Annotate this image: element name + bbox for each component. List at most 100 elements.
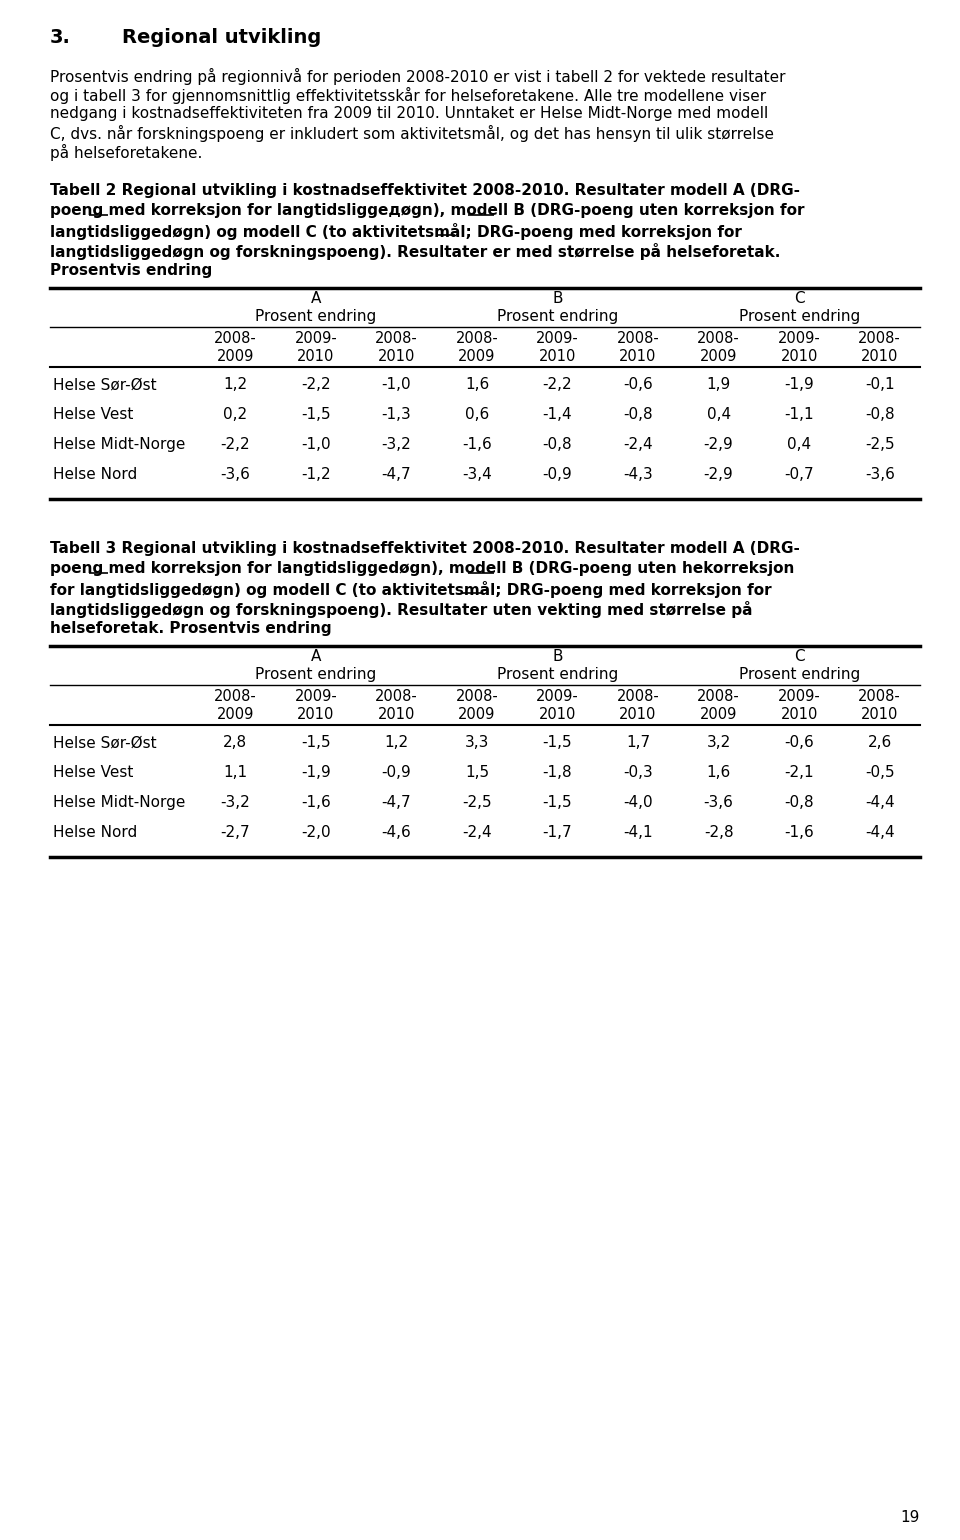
Text: -1,6: -1,6 — [300, 795, 330, 810]
Text: -4,0: -4,0 — [623, 795, 653, 810]
Text: -1,5: -1,5 — [542, 795, 572, 810]
Text: -1,3: -1,3 — [381, 407, 411, 422]
Text: 2008-
2010: 2008- 2010 — [375, 688, 418, 722]
Text: -4,4: -4,4 — [865, 795, 895, 810]
Text: -1,0: -1,0 — [301, 437, 330, 453]
Text: -4,7: -4,7 — [381, 795, 411, 810]
Text: 0,2: 0,2 — [224, 407, 248, 422]
Text: B: B — [552, 291, 563, 306]
Text: -1,5: -1,5 — [301, 735, 330, 750]
Text: Helse Vest: Helse Vest — [53, 765, 133, 779]
Text: 1,7: 1,7 — [626, 735, 650, 750]
Text: Tabell 3 Regional utvikling i kostnadseffektivitet 2008-2010. Resultater modell : Tabell 3 Regional utvikling i kostnadsef… — [50, 541, 800, 556]
Text: 1,5: 1,5 — [465, 765, 489, 779]
Text: Regional utvikling: Regional utvikling — [122, 28, 322, 48]
Text: 1,6: 1,6 — [707, 765, 731, 779]
Text: 2008-
2010: 2008- 2010 — [616, 688, 660, 722]
Text: Prosentvis endring: Prosentvis endring — [50, 263, 212, 279]
Text: -4,7: -4,7 — [381, 467, 411, 482]
Text: -0,8: -0,8 — [623, 407, 653, 422]
Text: -1,9: -1,9 — [300, 765, 330, 779]
Text: 2009-
2010: 2009- 2010 — [536, 688, 579, 722]
Text: -2,4: -2,4 — [462, 825, 492, 839]
Text: 2008-
2010: 2008- 2010 — [858, 688, 901, 722]
Text: -0,6: -0,6 — [784, 735, 814, 750]
Text: -2,5: -2,5 — [462, 795, 492, 810]
Text: -2,2: -2,2 — [542, 377, 572, 393]
Text: -1,0: -1,0 — [381, 377, 411, 393]
Text: A: A — [311, 291, 321, 306]
Text: 2008-
2009: 2008- 2009 — [456, 331, 498, 363]
Text: -3,6: -3,6 — [221, 467, 251, 482]
Text: 2,6: 2,6 — [868, 735, 892, 750]
Text: 0,6: 0,6 — [465, 407, 489, 422]
Text: -2,0: -2,0 — [301, 825, 330, 839]
Text: 2009-
2010: 2009- 2010 — [778, 688, 821, 722]
Text: -2,5: -2,5 — [865, 437, 895, 453]
Text: C: C — [794, 648, 804, 664]
Text: -3,2: -3,2 — [381, 437, 411, 453]
Text: Prosentvis endring på regionnivå for perioden 2008-2010 er vist i tabell 2 for v: Prosentvis endring på regionnivå for per… — [50, 68, 785, 85]
Text: -0,1: -0,1 — [865, 377, 895, 393]
Text: for langtidsliggedøgn) og modell C (to aktivitetsmål; DRG-poeng med korreksjon f: for langtidsliggedøgn) og modell C (to a… — [50, 581, 772, 598]
Text: og i tabell 3 for gjennomsnittlig effektivitetsskår for helseforetakene. Alle tr: og i tabell 3 for gjennomsnittlig effekt… — [50, 86, 766, 105]
Text: 2008-
2009: 2008- 2009 — [214, 688, 256, 722]
Text: helseforetak. Prosentvis endring: helseforetak. Prosentvis endring — [50, 621, 331, 636]
Text: A: A — [311, 648, 321, 664]
Text: -4,6: -4,6 — [381, 825, 411, 839]
Text: -1,1: -1,1 — [784, 407, 814, 422]
Text: Prosent endring: Prosent endring — [738, 310, 860, 323]
Text: 3,3: 3,3 — [465, 735, 490, 750]
Text: -2,9: -2,9 — [704, 467, 733, 482]
Text: -1,6: -1,6 — [462, 437, 492, 453]
Text: -3,4: -3,4 — [462, 467, 492, 482]
Text: -1,4: -1,4 — [542, 407, 572, 422]
Text: Helse Sør-Øst: Helse Sør-Øst — [53, 377, 156, 393]
Text: -1,9: -1,9 — [784, 377, 814, 393]
Text: -0,8: -0,8 — [865, 407, 895, 422]
Text: 2009-
2010: 2009- 2010 — [295, 688, 337, 722]
Text: -0,6: -0,6 — [623, 377, 653, 393]
Text: Helse Midt-Norge: Helse Midt-Norge — [53, 437, 185, 453]
Text: Helse Nord: Helse Nord — [53, 467, 137, 482]
Text: 1,9: 1,9 — [707, 377, 731, 393]
Text: 19: 19 — [900, 1511, 920, 1525]
Text: -1,2: -1,2 — [301, 467, 330, 482]
Text: -1,6: -1,6 — [784, 825, 814, 839]
Text: 1,2: 1,2 — [224, 377, 248, 393]
Text: -2,7: -2,7 — [221, 825, 251, 839]
Text: -1,5: -1,5 — [301, 407, 330, 422]
Text: 1,1: 1,1 — [224, 765, 248, 779]
Text: poeng med korreksjon for langtidsliggедøgn), modell B (DRG-poeng uten korreksjon: poeng med korreksjon for langtidsliggедø… — [50, 203, 804, 219]
Text: 2008-
2009: 2008- 2009 — [456, 688, 498, 722]
Text: C: C — [794, 291, 804, 306]
Text: -4,3: -4,3 — [623, 467, 653, 482]
Text: -3,2: -3,2 — [221, 795, 251, 810]
Text: Prosent endring: Prosent endring — [255, 667, 376, 682]
Text: -2,2: -2,2 — [301, 377, 330, 393]
Text: 2009-
2010: 2009- 2010 — [295, 331, 337, 363]
Text: 2009-
2010: 2009- 2010 — [778, 331, 821, 363]
Text: -3,6: -3,6 — [704, 795, 733, 810]
Text: Prosent endring: Prosent endring — [497, 310, 618, 323]
Text: Tabell 2 Regional utvikling i kostnadseffektivitet 2008-2010. Resultater modell : Tabell 2 Regional utvikling i kostnadsef… — [50, 183, 800, 199]
Text: -4,1: -4,1 — [623, 825, 653, 839]
Text: 2,8: 2,8 — [224, 735, 248, 750]
Text: -0,8: -0,8 — [784, 795, 814, 810]
Text: Helse Vest: Helse Vest — [53, 407, 133, 422]
Text: -1,7: -1,7 — [542, 825, 572, 839]
Text: Prosent endring: Prosent endring — [497, 667, 618, 682]
Text: på helseforetakene.: på helseforetakene. — [50, 145, 203, 162]
Text: -0,5: -0,5 — [865, 765, 895, 779]
Text: -4,4: -4,4 — [865, 825, 895, 839]
Text: 2008-
2010: 2008- 2010 — [858, 331, 901, 363]
Text: -2,1: -2,1 — [784, 765, 814, 779]
Text: -2,8: -2,8 — [704, 825, 733, 839]
Text: 2008-
2010: 2008- 2010 — [375, 331, 418, 363]
Text: 2008-
2009: 2008- 2009 — [697, 688, 740, 722]
Text: -0,9: -0,9 — [381, 765, 411, 779]
Text: C, dvs. når forskningspoeng er inkludert som aktivitetsmål, og det has hensyn ti: C, dvs. når forskningspoeng er inkludert… — [50, 125, 774, 142]
Text: B: B — [552, 648, 563, 664]
Text: 1,2: 1,2 — [384, 735, 408, 750]
Text: poeng med korreksjon for langtidsliggedøgn), modell B (DRG-poeng uten hekorreksj: poeng med korreksjon for langtidsliggedø… — [50, 561, 794, 576]
